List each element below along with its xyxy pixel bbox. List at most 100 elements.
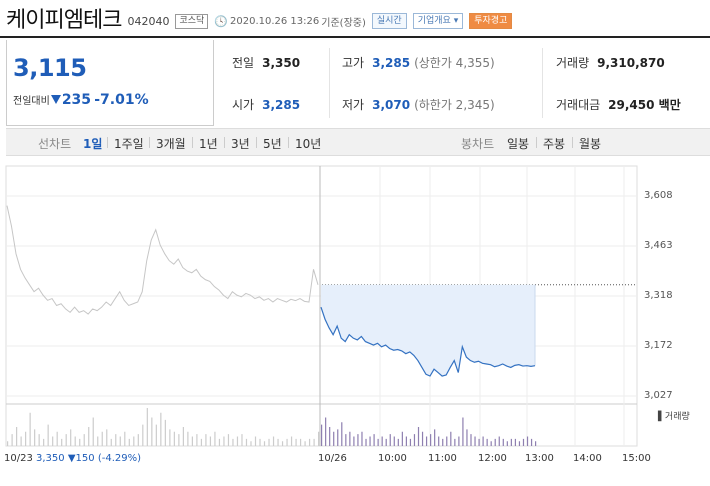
volume-bar xyxy=(263,441,266,446)
high-stat: 고가 3,285 (상한가 4,355) xyxy=(342,54,495,71)
volume-bar xyxy=(43,438,45,446)
volume-bar xyxy=(178,434,180,446)
prev-close-value: 3,350 xyxy=(262,56,301,70)
volume-bar xyxy=(11,434,13,446)
tab-1week[interactable]: 1주일 xyxy=(114,137,144,151)
low-value: 3,070 xyxy=(372,98,411,112)
volume-bar xyxy=(377,438,379,446)
volume-bar xyxy=(506,441,508,446)
current-price: 3,115 xyxy=(13,54,87,82)
tab-divider xyxy=(224,137,225,148)
market-badge: 코스닥 xyxy=(175,13,209,29)
volume-bar xyxy=(446,436,448,446)
stock-header: 케이피엠테크 042040 코스닥 🕓 2020.10.26 13:26 기준(… xyxy=(0,0,710,38)
volume-bar xyxy=(409,438,412,446)
quote-datetime: 2020.10.26 13:26 xyxy=(230,15,320,27)
volume-bar xyxy=(438,436,440,446)
tab-10year[interactable]: 10년 xyxy=(295,137,322,151)
tab-monthly-candle[interactable]: 월봉 xyxy=(579,137,602,151)
volume-bar xyxy=(329,427,331,446)
volume-bar xyxy=(196,434,198,446)
volume-bar xyxy=(97,436,99,446)
volume-bar xyxy=(110,438,112,446)
volume-bar xyxy=(482,436,484,446)
tab-1day[interactable]: 1일 xyxy=(83,137,103,151)
down-arrow-icon: ▼ xyxy=(67,453,76,464)
tab-5year[interactable]: 5년 xyxy=(263,137,282,151)
x-tick-label: 13:00 xyxy=(525,453,554,464)
volume-bar xyxy=(518,441,521,446)
volume-bar xyxy=(155,424,157,446)
prev-close-label: 전일 xyxy=(232,56,255,70)
tab-3month[interactable]: 3개월 xyxy=(156,137,186,151)
volume-bar xyxy=(286,438,288,446)
volume-bar xyxy=(478,438,480,446)
volume-bar xyxy=(405,436,407,446)
y-tick-label: 3,027 xyxy=(644,390,673,401)
prev-close-stat: 전일 3,350 xyxy=(232,54,300,71)
volume-bar xyxy=(357,434,359,446)
tab-divider xyxy=(572,137,573,148)
volume-bar xyxy=(164,419,166,446)
volume-bar xyxy=(92,417,94,446)
x-tick-label: 12:00 xyxy=(478,453,507,464)
volume-bar xyxy=(470,434,472,446)
volume-bar xyxy=(277,438,279,446)
quote-summary: 3,115 전일대비 235 -7.01% 전일 3,350 시가 3,285 고가 3… xyxy=(0,40,710,126)
lower-limit: (하한가 2,345) xyxy=(414,98,495,112)
tab-weekly-candle[interactable]: 주봉 xyxy=(543,137,566,151)
volume-bar xyxy=(442,438,444,446)
volume-bar xyxy=(227,434,230,446)
prev-day-date: 10/23 xyxy=(4,453,33,464)
tab-divider xyxy=(536,137,537,148)
volume-bar xyxy=(61,438,63,446)
price-box: 3,115 전일대비 235 -7.01% xyxy=(6,40,214,126)
volume-label: 거래량 xyxy=(556,56,590,70)
volume-bar xyxy=(281,441,284,446)
volume-bar xyxy=(20,436,22,446)
volume-bar xyxy=(345,434,347,446)
volume-bar xyxy=(133,436,135,446)
tab-3year[interactable]: 3년 xyxy=(231,137,250,151)
volume-bar xyxy=(119,436,121,446)
x-tick-label: 15:00 xyxy=(622,453,651,464)
volume-bar xyxy=(200,438,203,446)
volume-bar xyxy=(52,436,54,446)
volume-bar xyxy=(106,429,108,446)
tab-daily-candle[interactable]: 일봉 xyxy=(507,137,530,151)
volume-bar xyxy=(349,431,351,446)
volume-bar xyxy=(466,429,468,446)
volume-bar xyxy=(272,436,275,446)
realtime-button[interactable]: 실시간 xyxy=(371,13,407,29)
volume-bar xyxy=(318,431,320,446)
volume-bar xyxy=(115,434,117,446)
volume-bar xyxy=(245,438,248,446)
volume-bar xyxy=(490,441,492,446)
y-tick-label: 3,463 xyxy=(644,240,673,251)
volume-bar xyxy=(191,436,193,446)
volume-bar xyxy=(369,436,371,446)
volume-bar xyxy=(295,438,297,446)
volume-bar xyxy=(498,436,500,446)
volume-bar xyxy=(74,436,76,446)
tab-1year[interactable]: 1년 xyxy=(199,137,218,151)
investment-warning-badge[interactable]: 투자경고 xyxy=(469,13,513,29)
volume-bar xyxy=(365,438,367,446)
volume-bar xyxy=(250,441,252,446)
price-chart[interactable]: 3,608 3,463 3,318 3,172 3,027 10/26 10:00 11:0… xyxy=(0,156,710,486)
volume-bar xyxy=(205,434,207,446)
volume-bar xyxy=(325,417,327,446)
amount-value: 29,450 백만 xyxy=(608,98,681,112)
tab-divider xyxy=(256,137,257,148)
volume-bar xyxy=(173,431,175,446)
tab-divider xyxy=(107,137,108,148)
company-overview-dropdown[interactable]: 기업개요 ▾ xyxy=(412,13,464,29)
volume-bar xyxy=(236,436,239,446)
volume-bar xyxy=(241,434,243,446)
x-tick-label: 10:00 xyxy=(378,453,407,464)
volume-bar xyxy=(413,434,416,446)
chart-canvas xyxy=(5,165,638,447)
x-tick-label: 11:00 xyxy=(428,453,457,464)
y-tick-label: 3,608 xyxy=(644,190,673,201)
open-label: 시가 xyxy=(232,98,255,112)
